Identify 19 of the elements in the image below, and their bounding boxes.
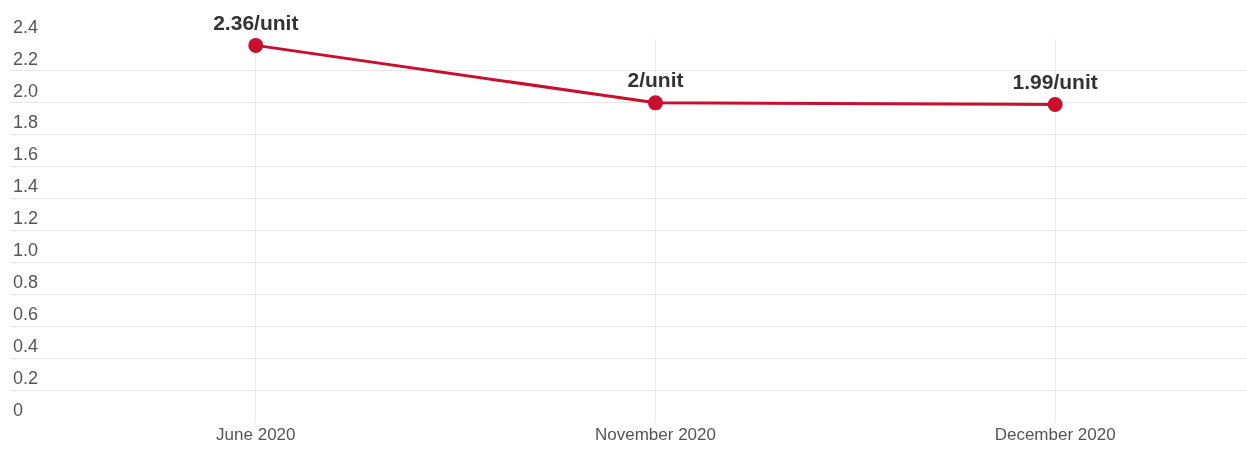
x-tick-label: December 2020 <box>994 425 1116 444</box>
data-label: 2.36/unit <box>213 10 299 34</box>
data-label: 1.99/unit <box>1012 69 1098 93</box>
y-tick-label: 1.6 <box>13 144 39 165</box>
x-tick-label: November 2020 <box>595 425 716 444</box>
y-tick-label: 2.2 <box>13 48 39 69</box>
y-tick-label: 1.8 <box>13 112 39 133</box>
y-tick-label: 1.2 <box>13 208 39 229</box>
y-tick-label: 0.4 <box>13 335 39 356</box>
y-tick-label: 1.4 <box>13 176 39 197</box>
y-tick-label: 1.0 <box>13 240 39 261</box>
y-tick-label: 0.6 <box>13 303 39 324</box>
x-tick-label: June 2020 <box>216 425 296 444</box>
data-label: 2/unit <box>627 68 684 92</box>
y-tick-label: 2.0 <box>13 80 39 101</box>
y-tick-label: 0.2 <box>13 367 39 388</box>
y-tick-label: 0 <box>13 399 24 420</box>
y-tick-label: 0.8 <box>13 272 39 293</box>
y-tick-label: 2.4 <box>13 16 39 37</box>
